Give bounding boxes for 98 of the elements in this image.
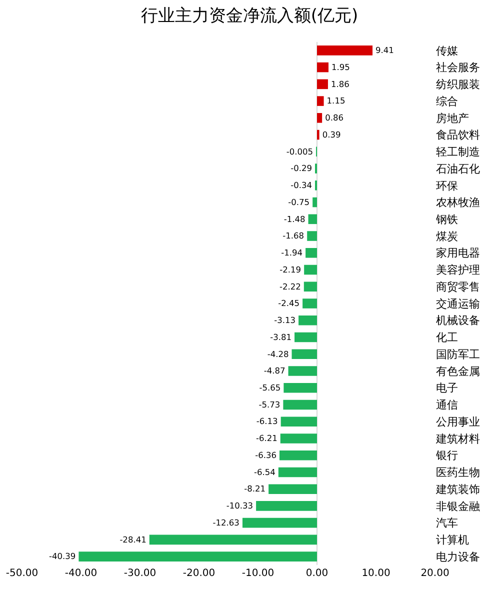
y-tick-label: 食品饮料	[436, 128, 480, 142]
bar	[298, 315, 317, 326]
data-label: -6.54	[254, 466, 276, 477]
data-label: -6.21	[256, 433, 278, 444]
data-label: -5.73	[258, 399, 280, 410]
x-tick-label: 0.00	[306, 568, 328, 579]
data-label: -10.33	[226, 500, 254, 511]
y-tick-label: 轻工制造	[436, 146, 480, 159]
y-tick-label: 家用电器	[436, 246, 480, 260]
x-tick-label: -20.00	[182, 568, 216, 579]
data-label: -8.21	[244, 484, 266, 494]
y-tick-label: 汽车	[436, 516, 458, 530]
bar	[306, 248, 317, 258]
y-tick-label: 医药生物	[436, 466, 480, 480]
bar	[149, 534, 317, 545]
y-tick-label: 纺织服装	[436, 78, 480, 92]
data-label: -1.68	[282, 230, 304, 241]
x-tick-label: 20.00	[420, 568, 450, 579]
y-tick-label: 农林牧渔	[436, 196, 480, 210]
x-tick-label: -50.00	[6, 568, 38, 579]
y-tick-label: 美容护理	[436, 264, 480, 277]
data-label: -6.36	[255, 450, 276, 460]
data-label: -1.94	[281, 248, 303, 258]
data-label: 9.41	[376, 45, 394, 56]
bar	[317, 96, 324, 106]
data-label: -4.87	[264, 366, 286, 376]
bar	[317, 46, 373, 56]
data-label: -2.19	[280, 264, 302, 274]
data-label: -2.45	[278, 298, 300, 308]
data-label: -12.63	[212, 517, 240, 528]
data-label: -0.75	[288, 196, 310, 207]
bar	[292, 349, 317, 360]
bar	[288, 366, 317, 376]
y-tick-label: 计算机	[436, 534, 469, 547]
y-tick-label: 房地产	[436, 112, 469, 125]
y-tick-label: 公用事业	[436, 415, 480, 428]
bar	[317, 62, 329, 72]
data-label: 1.95	[332, 62, 350, 72]
bar	[317, 79, 328, 90]
data-label: 0.86	[325, 112, 344, 123]
data-label: -2.22	[279, 281, 301, 292]
x-tick-label: -10.00	[242, 568, 274, 579]
y-tick-label: 石油石化	[436, 162, 480, 176]
y-tick-label: 电子	[436, 382, 458, 395]
y-tick-label: 建筑材料	[435, 432, 480, 446]
bar	[294, 332, 317, 342]
bar	[268, 484, 317, 494]
y-tick-label: 煤炭	[436, 230, 458, 243]
bar	[284, 382, 317, 393]
y-tick-label: 钢铁	[435, 213, 458, 226]
data-label: -0.29	[290, 163, 312, 174]
bar	[308, 214, 317, 224]
bar	[304, 264, 317, 275]
data-label: -0.005	[286, 146, 313, 156]
data-label: 0.39	[322, 129, 341, 140]
data-label: -4.28	[267, 348, 289, 359]
data-label: -28.41	[120, 534, 146, 544]
bar	[304, 282, 317, 292]
data-label: 1.86	[330, 78, 350, 89]
data-label: 1.15	[326, 96, 346, 106]
y-tick-label: 传媒	[436, 44, 458, 58]
y-tick-label: 电力设备	[436, 550, 480, 564]
data-label: -3.13	[274, 315, 296, 326]
bar	[256, 501, 317, 511]
y-tick-label: 化工	[436, 331, 458, 344]
data-label: -5.65	[259, 382, 281, 392]
x-tick-label: -30.00	[124, 568, 156, 579]
bar	[302, 298, 317, 308]
bar	[280, 434, 317, 444]
bar	[278, 467, 317, 478]
data-label: -40.39	[49, 551, 76, 562]
bar	[307, 231, 317, 241]
bar	[312, 197, 317, 208]
y-tick-label: 商贸零售	[436, 280, 480, 294]
bar	[242, 518, 317, 528]
data-label: -0.34	[290, 180, 312, 190]
x-tick-label: -40.00	[64, 568, 98, 579]
bar	[279, 450, 317, 460]
data-label: -6.13	[256, 416, 278, 426]
y-tick-label: 社会服务	[436, 61, 480, 74]
bar	[317, 113, 322, 123]
y-tick-label: 综合	[436, 94, 458, 108]
y-tick-label: 环保	[436, 179, 458, 192]
y-tick-label: 通信	[436, 398, 458, 412]
chart-title: 行业主力资金净流入额(亿元)	[140, 6, 358, 26]
y-tick-label: 银行	[435, 449, 458, 462]
y-tick-label: 国防军工	[436, 348, 480, 361]
bar	[78, 552, 317, 562]
y-tick-label: 机械设备	[436, 314, 480, 328]
bar	[283, 400, 317, 410]
y-tick-label: 交通运输	[436, 297, 480, 310]
data-label: -3.81	[270, 332, 292, 342]
y-tick-label: 建筑装饰	[435, 482, 480, 496]
y-tick-label: 有色金属	[436, 364, 480, 378]
data-label: -1.48	[284, 214, 306, 224]
x-tick-label: 10.00	[362, 568, 390, 579]
y-tick-label: 非银金融	[436, 500, 480, 513]
bar	[280, 416, 317, 426]
